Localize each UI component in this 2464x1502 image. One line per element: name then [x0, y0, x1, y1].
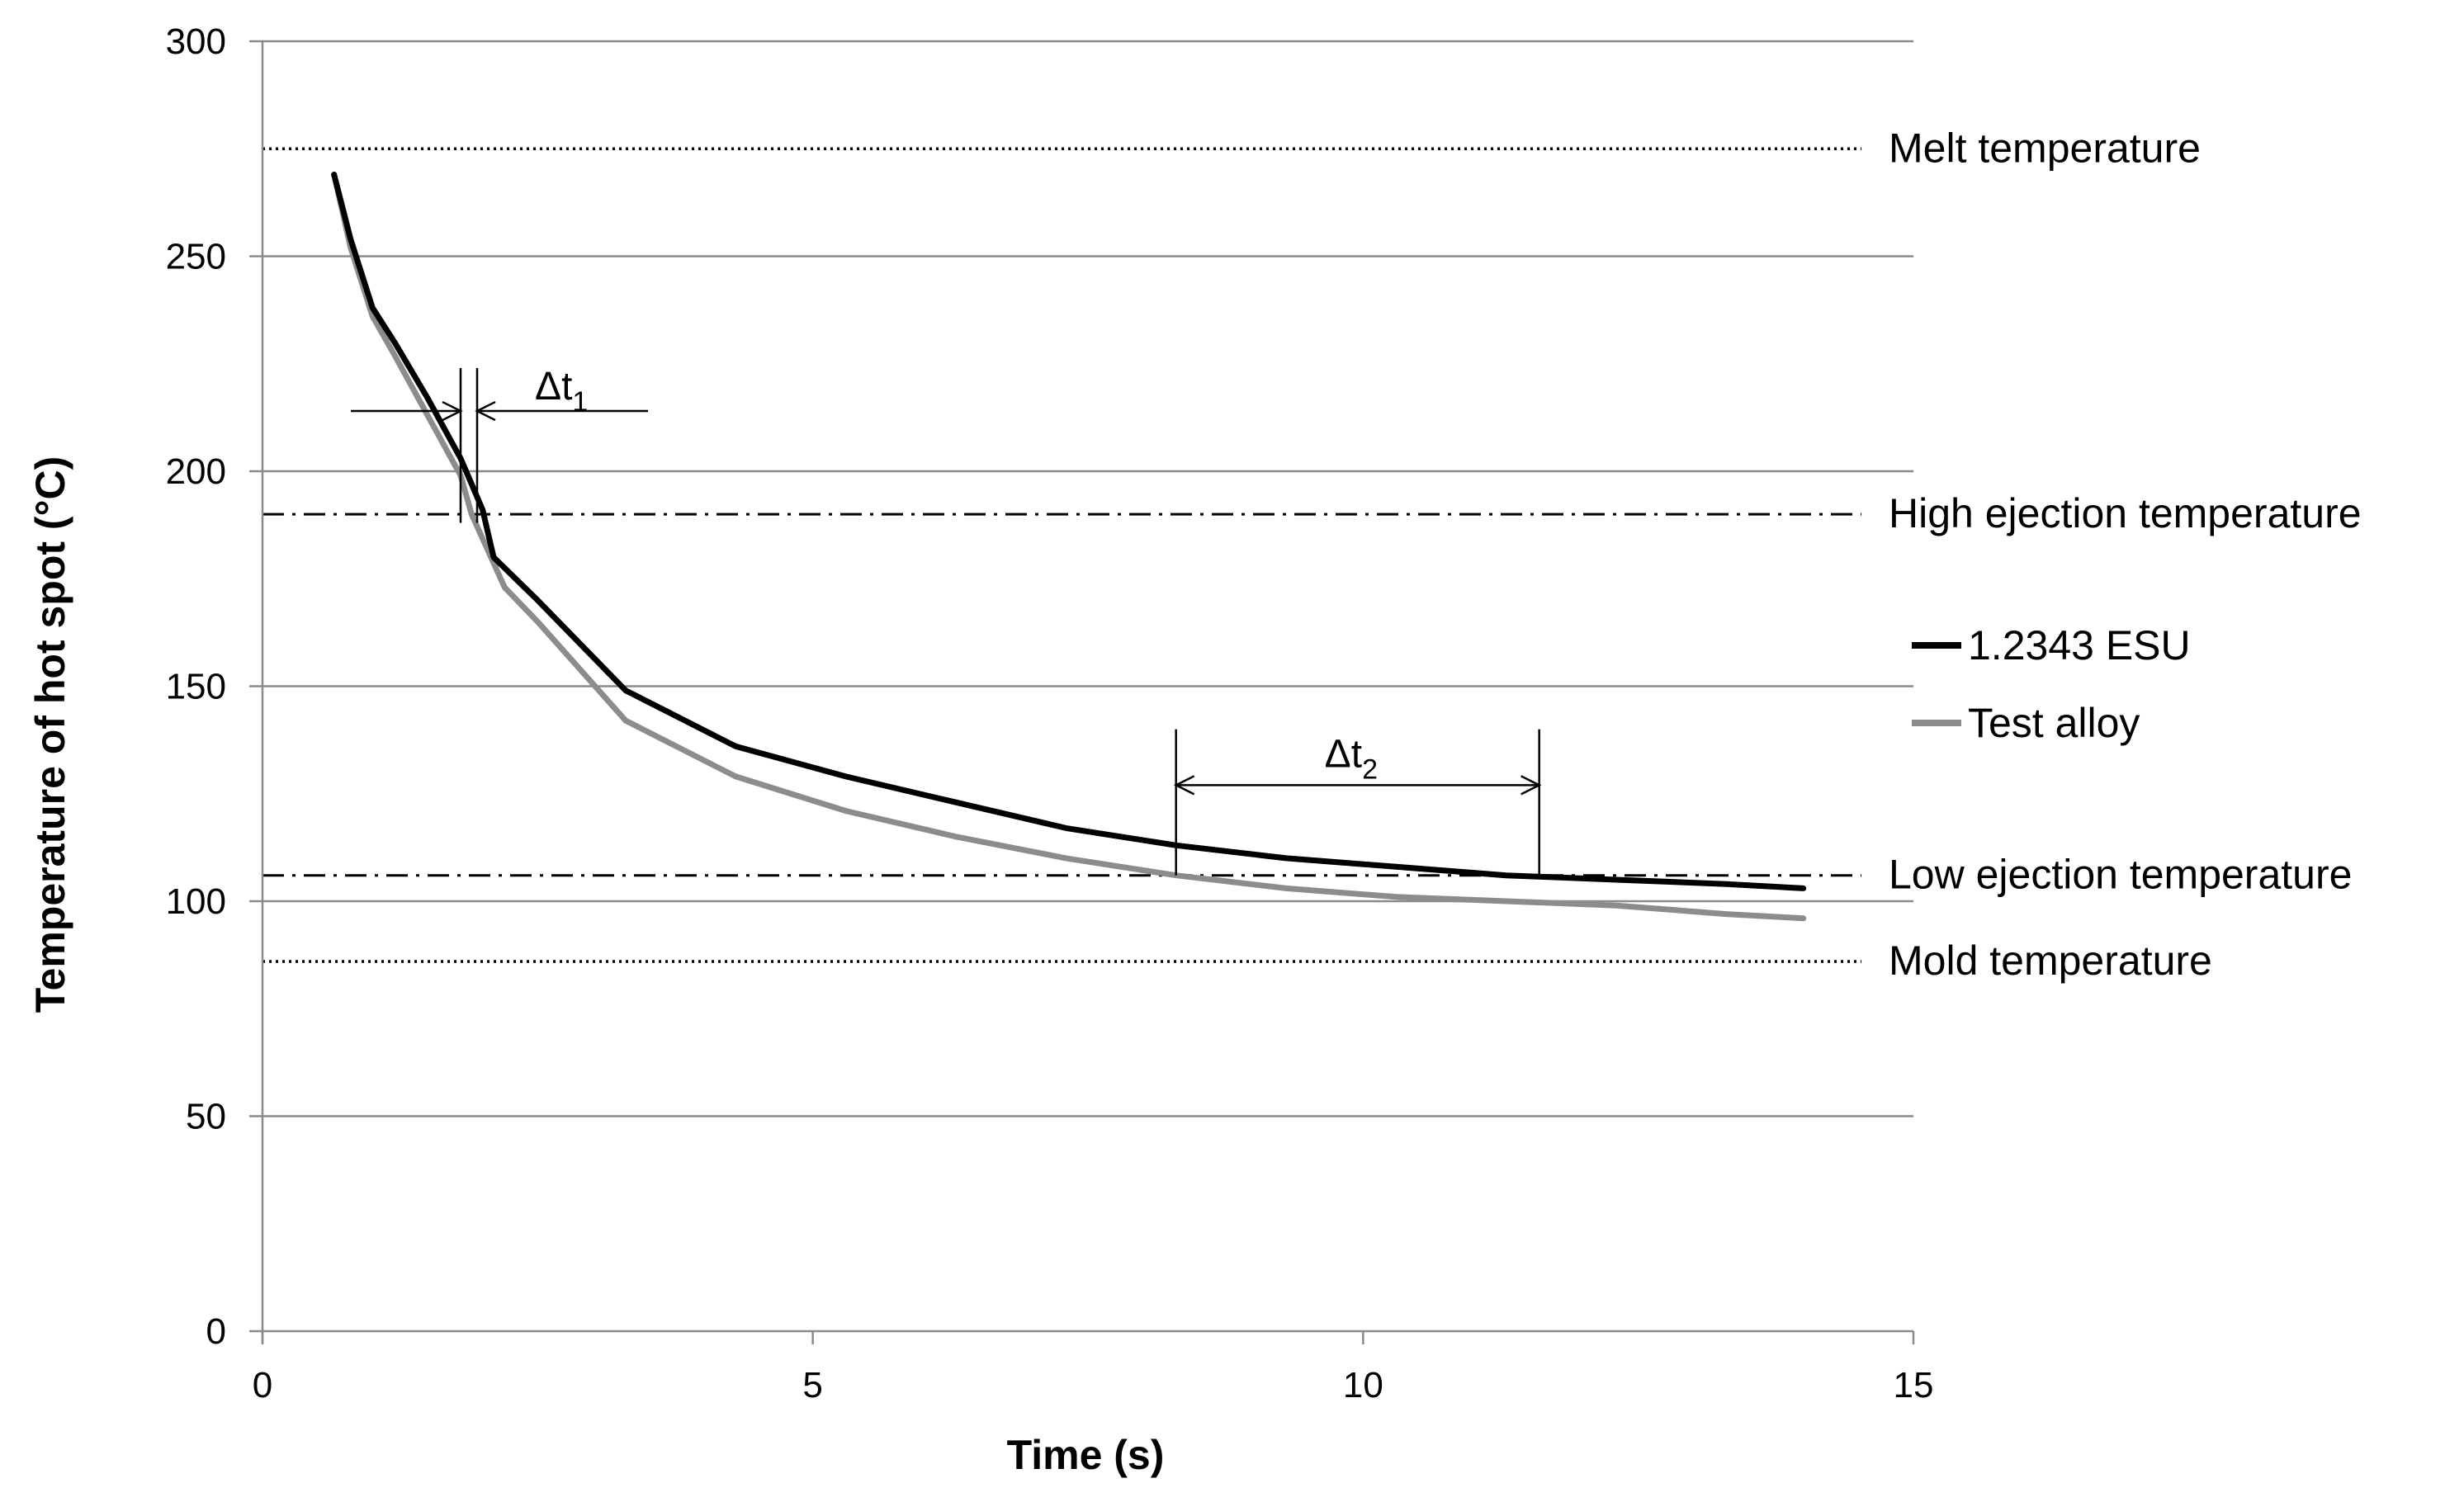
y-tick-label-250: 250 [166, 237, 226, 277]
x-tick-label-5: 5 [802, 1365, 822, 1405]
delta-t1-left-arrowhead [442, 400, 463, 422]
low-ejection-label: Low ejection temperature [1889, 852, 2352, 898]
y-tick-label-200: 200 [166, 451, 226, 492]
gridlines [262, 40, 1913, 1117]
high-ejection-label: High ejection temperature [1889, 490, 2362, 536]
legend: 1.2343 ESU Test alloy [1912, 622, 2191, 746]
delta-t2-subscript: 2 [1362, 753, 1378, 785]
legend-label-1-2343-esu: 1.2343 ESU [1968, 622, 2191, 668]
delta-t1-subscript: 1 [572, 386, 588, 418]
x-tick-label-0: 0 [253, 1365, 272, 1405]
y-tick-label-100: 100 [166, 881, 226, 922]
delta-t2-right-arrowhead [1520, 775, 1542, 796]
series-line-test-alloy [331, 172, 1807, 922]
x-tick-label-15: 15 [1894, 1365, 1934, 1405]
delta-t2-label: Δt2 [1325, 732, 1378, 785]
y-axis-title: Temperature of hot spot (°C) [27, 456, 73, 1013]
y-tick-label-0: 0 [206, 1311, 226, 1352]
y-tick-label-300: 300 [166, 21, 226, 62]
y-tick-label-150: 150 [166, 667, 226, 707]
delta-t2-left-arrowhead [1173, 775, 1195, 796]
delta-t1-right-arrowhead [475, 400, 496, 422]
mold-label: Mold temperature [1889, 938, 2212, 984]
x-tick-label-10: 10 [1343, 1365, 1383, 1405]
data-series [331, 172, 1807, 922]
axes [249, 40, 1915, 1344]
legend-label-test-alloy: Test alloy [1968, 700, 2140, 746]
reference-lines: Melt temperature High ejection temperatur… [262, 125, 2362, 984]
delta-t1-label: Δt1 [535, 365, 588, 418]
y-tick-label-50: 50 [186, 1097, 226, 1137]
x-axis-title: Time (s) [1007, 1432, 1165, 1478]
melt-label: Melt temperature [1889, 125, 2201, 171]
series-line-1-2343-esu [331, 172, 1807, 891]
tick-labels: 0 50 100 150 200 250 300 0 5 10 15 [166, 21, 1934, 1405]
